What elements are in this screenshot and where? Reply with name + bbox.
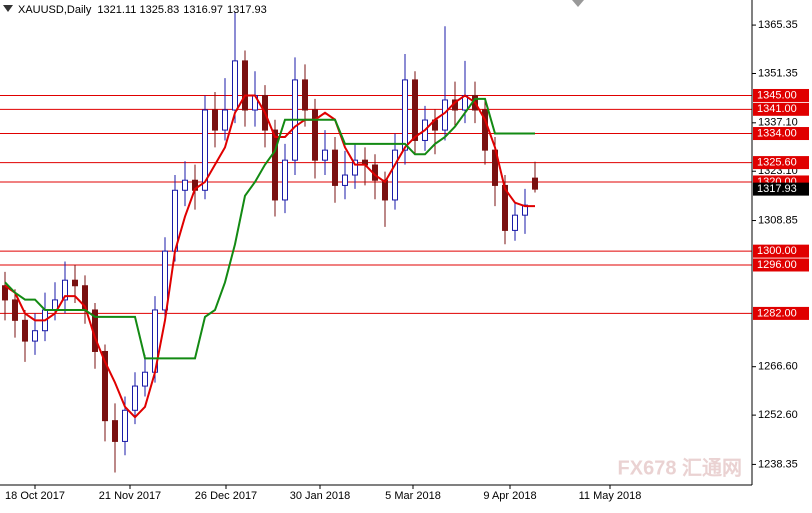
marks-layer bbox=[2, 12, 538, 473]
indicator-line bbox=[4, 94, 535, 419]
candle-body bbox=[112, 420, 118, 442]
level-label: 1341.00 bbox=[757, 103, 797, 115]
candle-body bbox=[212, 109, 218, 131]
watermark: FX678 汇通网 bbox=[618, 456, 742, 479]
low-value: 1316.97 bbox=[183, 4, 223, 16]
candle-body bbox=[222, 109, 228, 131]
candle-body bbox=[142, 371, 148, 387]
x-tick-label: 9 Apr 2018 bbox=[483, 490, 536, 502]
candle-body bbox=[322, 149, 328, 161]
y-tick-label: 1266.60 bbox=[758, 361, 798, 373]
indicator-line bbox=[4, 97, 535, 360]
y-tick-label: 1365.35 bbox=[758, 19, 798, 31]
candle-body bbox=[302, 79, 308, 111]
open-value: 1321.11 bbox=[97, 4, 136, 16]
y-tick-label: 1252.60 bbox=[758, 409, 798, 421]
level-label-box bbox=[753, 306, 809, 320]
candle-body bbox=[512, 214, 518, 231]
price-label-box bbox=[753, 182, 809, 196]
x-tick-label: 26 Dec 2017 bbox=[195, 490, 257, 502]
level-label-box bbox=[753, 156, 809, 170]
y-tick-label: 1308.85 bbox=[758, 214, 798, 226]
level-label: 1334.00 bbox=[757, 127, 797, 139]
candle-body bbox=[132, 385, 138, 411]
candle-body bbox=[242, 60, 248, 111]
candle-body bbox=[342, 174, 348, 186]
x-tick-label: 18 Oct 2017 bbox=[5, 490, 65, 502]
level-label-box bbox=[753, 102, 809, 116]
y-tick-label: 1337.10 bbox=[758, 117, 798, 129]
price-label: 1317.93 bbox=[757, 183, 797, 195]
scroll-marker bbox=[572, 0, 584, 7]
menu-icon[interactable] bbox=[3, 5, 13, 12]
close-value: 1317.93 bbox=[227, 4, 267, 16]
chart-header: XAUUSD,Daily 1321.11 1325.83 1316.97 1317.93 bbox=[18, 4, 267, 16]
candle-body bbox=[482, 109, 488, 151]
x-tick-label: 11 May 2018 bbox=[579, 490, 642, 502]
level-label: 1282.00 bbox=[757, 307, 797, 319]
high-value: 1325.83 bbox=[140, 4, 180, 16]
candle-body bbox=[382, 179, 388, 201]
candle-body bbox=[232, 60, 238, 111]
x-tick-label: 5 Mar 2018 bbox=[385, 490, 441, 502]
candle-body bbox=[352, 159, 358, 176]
level-label: 1296.00 bbox=[757, 259, 797, 271]
candle-body bbox=[532, 177, 538, 190]
level-label-box bbox=[753, 88, 809, 102]
candle-body bbox=[182, 179, 188, 191]
x-tick-label: 21 Nov 2017 bbox=[99, 490, 161, 502]
candle-body bbox=[62, 279, 68, 301]
candle-body bbox=[12, 299, 18, 321]
candle-body bbox=[402, 79, 408, 151]
candle-body bbox=[32, 330, 38, 342]
x-tick-label: 30 Jan 2018 bbox=[290, 490, 351, 502]
candle-body bbox=[312, 109, 318, 161]
level-label-box bbox=[753, 244, 809, 258]
candle-body bbox=[392, 149, 398, 201]
candle-body bbox=[282, 159, 288, 201]
level-label-box bbox=[753, 258, 809, 272]
candle-body bbox=[272, 129, 278, 201]
candle-body bbox=[162, 250, 168, 311]
y-tick-label: 1351.35 bbox=[758, 67, 798, 79]
candle-body bbox=[122, 409, 128, 442]
candle-body bbox=[412, 79, 418, 141]
candle-body bbox=[202, 109, 208, 191]
axis-layer: 1238.351252.601266.601308.851323.101337.… bbox=[0, 0, 809, 502]
candle-body bbox=[102, 350, 108, 422]
candle-body bbox=[332, 149, 338, 186]
grid-layer bbox=[0, 94, 752, 314]
y-tick-label: 1238.35 bbox=[758, 458, 798, 470]
candle-body bbox=[22, 319, 28, 342]
level-label: 1325.60 bbox=[757, 156, 797, 168]
level-label: 1345.00 bbox=[757, 89, 797, 101]
candle-body bbox=[72, 279, 78, 287]
symbol: XAUUSD,Daily bbox=[18, 4, 92, 16]
level-label: 1300.00 bbox=[757, 245, 797, 257]
level-label-box bbox=[753, 127, 809, 141]
